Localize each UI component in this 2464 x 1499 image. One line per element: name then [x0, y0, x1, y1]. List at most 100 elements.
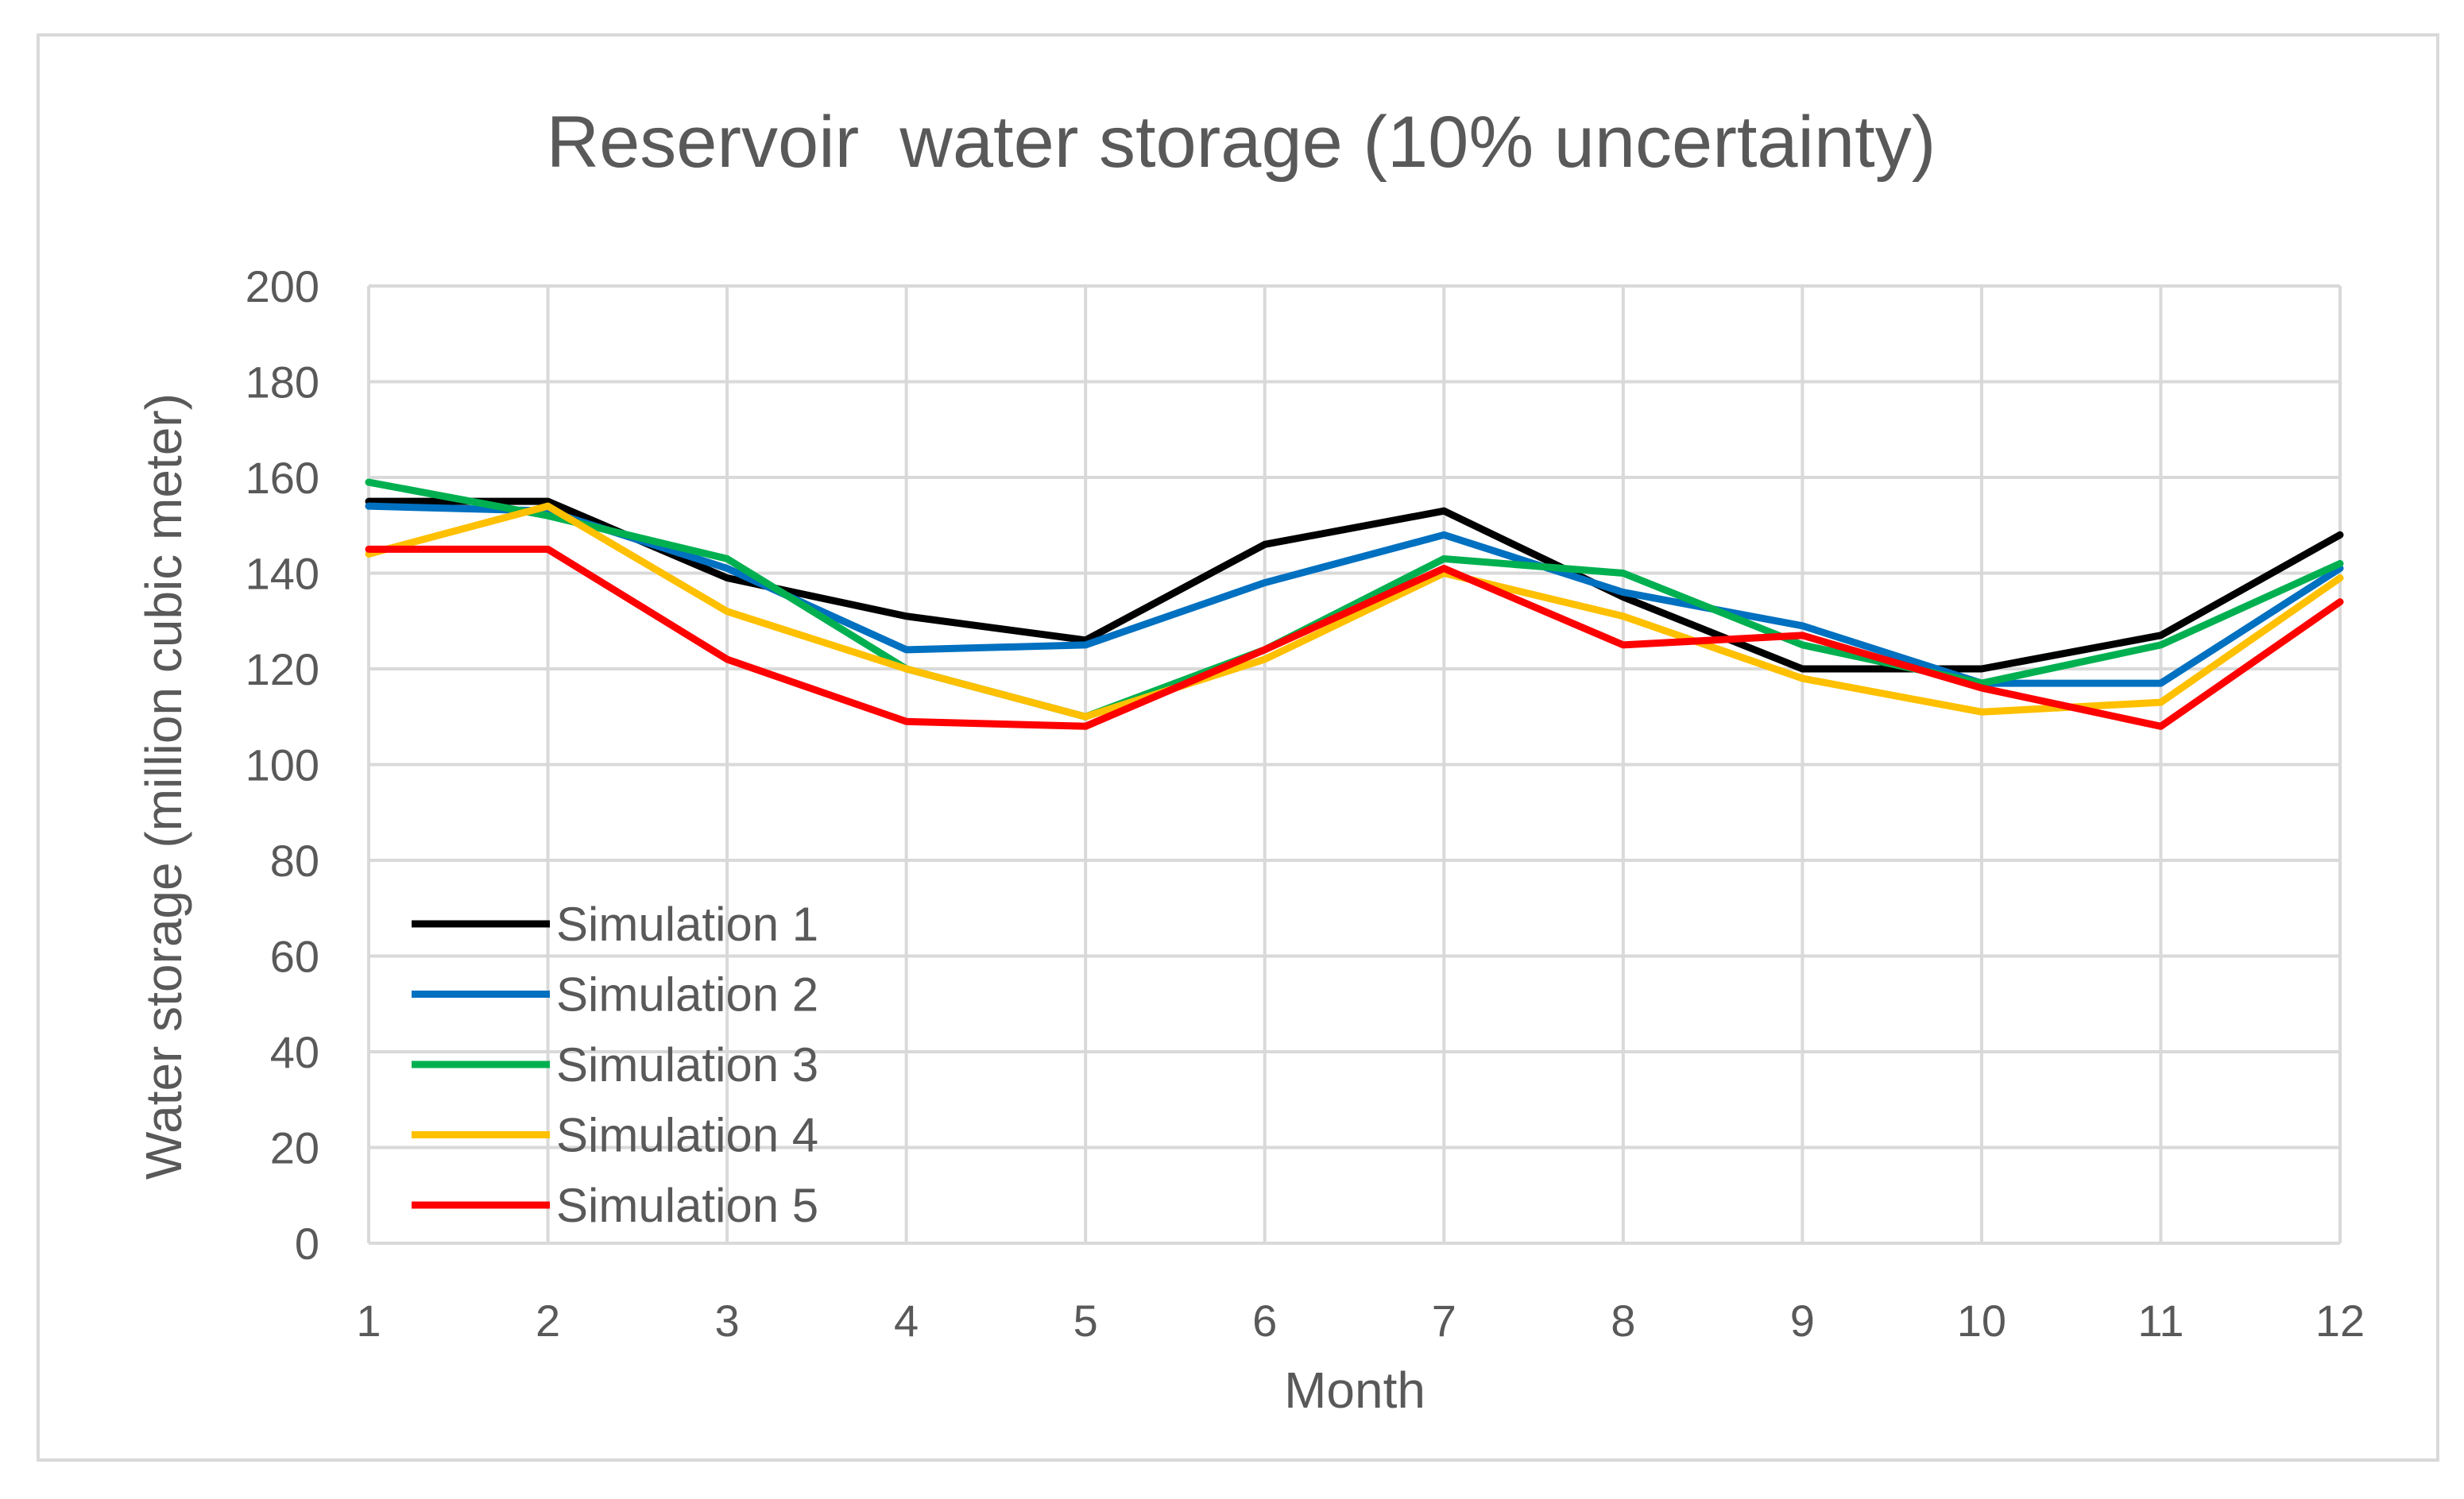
data-point: [2156, 641, 2164, 649]
x-tick-label: 6: [1252, 1296, 1277, 1346]
x-tick-label: 5: [1073, 1296, 1098, 1346]
data-point: [1978, 665, 1986, 673]
data-point: [1798, 641, 1806, 649]
x-tick-label: 7: [1432, 1296, 1456, 1346]
data-point: [1798, 674, 1806, 682]
data-point: [2336, 574, 2344, 582]
data-point: [1798, 665, 1806, 673]
y-tick-label: 20: [270, 1123, 319, 1173]
data-point: [1440, 507, 1448, 515]
data-point: [1261, 646, 1269, 654]
y-tick-label: 120: [246, 644, 319, 694]
data-point: [2156, 722, 2164, 730]
data-point: [1081, 713, 1089, 721]
x-tick-label: 12: [2315, 1296, 2365, 1346]
series-4: [365, 502, 2344, 721]
series-lines: [365, 478, 2344, 730]
data-point: [1619, 589, 1627, 597]
series-line: [365, 545, 2344, 730]
data-point: [1440, 554, 1448, 562]
legend-label: Simulation 3: [556, 1038, 818, 1091]
y-tick-label: 160: [246, 453, 319, 503]
data-point: [1619, 641, 1627, 649]
x-tick-label: 3: [715, 1296, 740, 1346]
data-point: [1798, 622, 1806, 630]
data-point: [544, 545, 552, 553]
legend-label: Simulation 4: [556, 1109, 818, 1162]
y-tick-label: 60: [270, 932, 319, 982]
data-point: [723, 608, 731, 616]
series-5: [365, 545, 2344, 730]
data-point: [1978, 684, 1986, 692]
data-point: [723, 564, 731, 572]
y-tick-label: 0: [295, 1219, 319, 1269]
legend-entry: Simulation 5: [412, 1179, 818, 1232]
legend-entry: Simulation 2: [412, 968, 818, 1022]
data-point: [903, 717, 911, 725]
y-tick-label: 180: [246, 357, 319, 408]
data-point: [723, 655, 731, 663]
series-line: [365, 497, 2344, 673]
x-axis-ticks: 1 2 3 4 5 6 7 8 9 10 11 12: [356, 1296, 2365, 1346]
data-point: [544, 502, 552, 510]
chart-frame: [37, 33, 2439, 1462]
data-point: [1619, 570, 1627, 578]
x-axis-title: Month: [1284, 1362, 1425, 1419]
data-point: [2156, 632, 2164, 639]
data-point: [2336, 559, 2344, 567]
data-point: [365, 478, 373, 486]
grid-lines: [367, 284, 2342, 1245]
x-tick-label: 8: [1611, 1296, 1635, 1346]
data-point: [903, 665, 911, 673]
x-tick-label: 1: [356, 1296, 381, 1346]
data-point: [1619, 612, 1627, 620]
series-line: [365, 478, 2344, 721]
chart-title: Reservoir water storage (10% uncertainty…: [547, 102, 1936, 183]
data-point: [1081, 641, 1089, 649]
data-point: [365, 545, 373, 553]
data-point: [723, 554, 731, 562]
data-point: [365, 502, 373, 510]
series-2: [365, 502, 2344, 687]
data-point: [2156, 698, 2164, 706]
data-point: [1261, 655, 1269, 663]
legend-entry: Simulation 4: [412, 1109, 818, 1162]
y-tick-label: 80: [270, 836, 319, 886]
x-tick-label: 4: [894, 1296, 919, 1346]
x-tick-label: 11: [2137, 1296, 2184, 1346]
data-point: [903, 646, 911, 654]
series-line: [365, 502, 2344, 687]
legend-label: Simulation 2: [556, 968, 818, 1022]
series-3: [365, 478, 2344, 721]
y-tick-label: 100: [246, 740, 319, 790]
series-line: [365, 502, 2344, 721]
y-tick-label: 40: [270, 1027, 319, 1077]
series-1: [365, 497, 2344, 673]
data-point: [1440, 564, 1448, 572]
y-tick-label: 200: [246, 261, 319, 311]
data-point: [1978, 708, 1986, 716]
y-tick-label: 140: [246, 549, 319, 599]
legend-label: Simulation 5: [556, 1179, 818, 1232]
data-point: [1261, 579, 1269, 587]
data-point: [1440, 531, 1448, 539]
legend-entry: Simulation 3: [412, 1038, 818, 1091]
data-point: [2336, 531, 2344, 539]
data-point: [2156, 679, 2164, 687]
data-point: [903, 612, 911, 620]
legend-entry: Simulation 1: [412, 898, 818, 951]
data-point: [1261, 540, 1269, 548]
data-point: [723, 574, 731, 582]
data-point: [1081, 722, 1089, 730]
y-axis-title: Water storage (million cubic meter): [135, 393, 192, 1180]
x-tick-label: 10: [1957, 1296, 2006, 1346]
x-tick-label: 2: [536, 1296, 560, 1346]
legend: Simulation 1 Simulation 2 Simulation 3 Simu…: [412, 898, 818, 1232]
x-tick-label: 9: [1790, 1296, 1815, 1346]
data-point: [544, 512, 552, 520]
data-point: [1798, 632, 1806, 639]
legend-label: Simulation 1: [556, 898, 818, 951]
y-axis-ticks: 0 20 40 60 80 100 120 140 160 180 200: [246, 261, 319, 1269]
data-point: [2336, 598, 2344, 606]
